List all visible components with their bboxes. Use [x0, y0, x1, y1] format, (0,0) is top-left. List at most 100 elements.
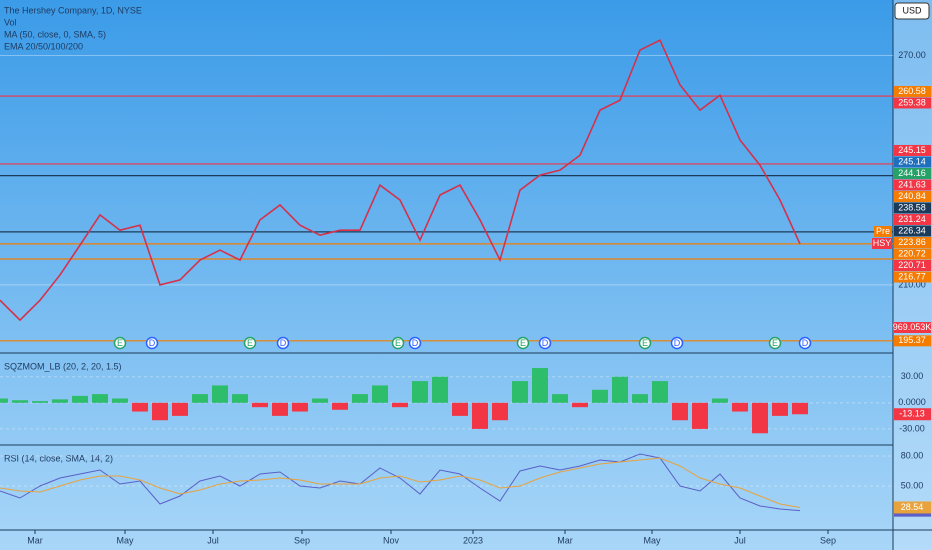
- x-tick-label: Mar: [27, 535, 43, 545]
- event-label: D: [542, 338, 549, 348]
- momentum-bar: [152, 402, 168, 421]
- event-label: D: [802, 338, 809, 348]
- momentum-bar: [312, 398, 328, 403]
- currency[interactable]: USD: [902, 5, 922, 15]
- momentum-bar: [292, 402, 308, 412]
- momentum-bar: [132, 402, 148, 412]
- pane-title: SQZMOM_LB (20, 2, 20, 1.5): [4, 361, 122, 371]
- momentum-bar: [392, 402, 408, 408]
- momentum-bar: [592, 389, 608, 403]
- price-tag-label: 260.58: [898, 86, 926, 96]
- momentum-bar: [192, 394, 208, 403]
- event-label: D: [280, 338, 287, 348]
- event-marker: [638, 336, 652, 350]
- ema-legend: EMA 20/50/100/200: [4, 41, 83, 51]
- event-marker: [276, 336, 290, 350]
- volume-tag: [894, 322, 931, 333]
- momentum-bar: [552, 394, 568, 403]
- price-tag-label: 216.77: [898, 271, 926, 281]
- series-line: [0, 457, 801, 508]
- series-line: [0, 453, 801, 512]
- momentum-bar: [0, 398, 8, 403]
- x-tick-label: Jul: [207, 535, 219, 545]
- event-label: E: [772, 338, 778, 348]
- event-label: E: [395, 338, 401, 348]
- event-label: E: [117, 338, 123, 348]
- momentum-bar: [692, 402, 708, 429]
- momentum-bar: [732, 402, 748, 412]
- x-tick-label: May: [643, 535, 661, 545]
- momentum-bar: [472, 402, 488, 429]
- last-value-tag: [894, 408, 931, 421]
- x-tick-label: Nov: [383, 535, 400, 545]
- momentum-bar: [412, 381, 428, 403]
- last-value-label: 28.54: [901, 502, 924, 512]
- event-marker: [145, 336, 159, 350]
- event-marker: [516, 336, 530, 350]
- volume-label: 969.053K: [893, 322, 932, 332]
- series-line: [0, 39, 801, 322]
- price-tag-label: 238.58: [898, 202, 926, 212]
- momentum-bar: [352, 394, 368, 403]
- price-tag-label: 231.24: [898, 214, 926, 224]
- price-tag-label: 223.86: [898, 237, 926, 247]
- price-tag: [894, 190, 931, 202]
- y-tick-label: 210.00: [898, 279, 926, 289]
- momentum-bar: [612, 376, 628, 403]
- pre-tag: [874, 226, 892, 237]
- y-tick-label: 270.00: [898, 50, 926, 60]
- y-tick-label: 30.00: [901, 371, 924, 381]
- event-label: D: [412, 338, 419, 348]
- momentum-bar: [492, 402, 508, 421]
- price-tag: [894, 225, 931, 237]
- x-tick-label: 2023: [463, 535, 483, 545]
- event-label: D: [674, 338, 681, 348]
- momentum-bar: [532, 368, 548, 403]
- price-tag-label: 245.15: [898, 145, 926, 155]
- volume-legend: Vol: [4, 17, 17, 27]
- event-label: E: [642, 338, 648, 348]
- price-tag: [894, 144, 931, 156]
- ticker-tag: [872, 238, 892, 249]
- momentum-bar: [452, 402, 468, 416]
- price-tag-label: 240.84: [898, 191, 926, 201]
- x-tick-label: Jul: [734, 535, 746, 545]
- price-tag-label: 226.34: [898, 225, 926, 235]
- momentum-bar: [572, 402, 588, 408]
- momentum-bar: [92, 394, 108, 403]
- momentum-bar: [272, 402, 288, 416]
- y-tick-label: 50.00: [901, 480, 924, 490]
- momentum-bar: [652, 381, 668, 403]
- momentum-bar: [792, 402, 808, 415]
- event-marker: [538, 336, 552, 350]
- ticker-label: HSY: [873, 238, 892, 248]
- symbol-title: The Hershey Company, 1D, NYSE: [4, 5, 142, 15]
- price-tag: [894, 213, 931, 225]
- y-tick-label: 0.0000: [898, 397, 926, 407]
- event-marker: [408, 336, 422, 350]
- price-tag: [894, 335, 931, 347]
- price-tag: [894, 248, 931, 260]
- momentum-bar: [632, 394, 648, 403]
- momentum-bar: [332, 402, 348, 410]
- event-marker: [798, 336, 812, 350]
- x-tick-label: Mar: [557, 535, 573, 545]
- price-tag: [894, 236, 931, 248]
- event-marker: [113, 336, 127, 350]
- x-tick-label: May: [116, 535, 134, 545]
- event-marker: [768, 336, 782, 350]
- event-label: E: [520, 338, 526, 348]
- momentum-bar: [372, 385, 388, 403]
- momentum-bar: [432, 376, 448, 403]
- momentum-bar: [12, 400, 28, 403]
- pre-label: Pre: [876, 226, 890, 236]
- last-value-label: -13.13: [899, 409, 925, 419]
- momentum-bar: [172, 402, 188, 416]
- price-tag: [894, 271, 931, 283]
- y-tick-label: 80.00: [901, 450, 924, 460]
- event-label: E: [247, 338, 253, 348]
- currency-button[interactable]: [894, 2, 930, 20]
- price-tag: [894, 85, 931, 97]
